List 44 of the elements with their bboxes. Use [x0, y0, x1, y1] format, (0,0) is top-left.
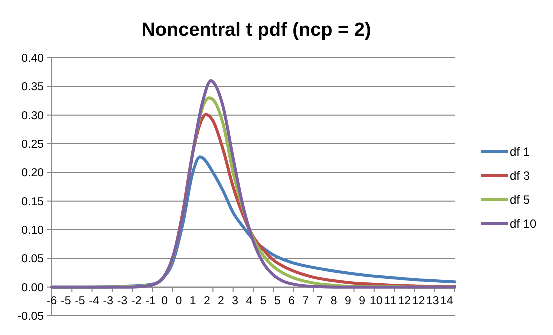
y-tick-label: 0.15	[22, 196, 44, 208]
legend-label: df 5	[510, 193, 530, 208]
x-tick-label: 7	[302, 295, 310, 308]
x-tick-label: -3	[117, 295, 128, 308]
chart-title: Noncentral t pdf (ncp = 2)	[142, 20, 372, 41]
x-tick-label: -5	[75, 295, 86, 308]
x-tick-label: 2	[218, 295, 224, 308]
y-tick-label: 0.30	[22, 110, 44, 122]
y-tick-label: 0.00	[22, 282, 44, 294]
x-tick-label: 3	[232, 295, 239, 308]
y-tick-label: 0.40	[22, 53, 44, 66]
x-tick-label: 9	[345, 295, 352, 308]
x-tick-label: 9	[359, 295, 366, 308]
x-tick-label: 2	[204, 295, 210, 308]
x-tick-label: 12	[398, 295, 412, 308]
x-tick-label: 5	[260, 295, 267, 308]
x-tick-label: -4	[89, 295, 100, 308]
x-tick-label: -2	[132, 295, 142, 308]
x-tick-label: -6	[46, 295, 58, 308]
y-tick-label: 0.35	[22, 82, 44, 94]
legend-label: df 10	[510, 217, 538, 232]
x-tick-label: 0	[176, 295, 182, 308]
x-tick-label: -3	[103, 295, 114, 308]
x-tick-label: 8	[330, 295, 338, 308]
x-tick-label: 0	[162, 295, 168, 308]
y-tick-label: 0.05	[22, 254, 44, 266]
x-tick-label: 6	[288, 295, 295, 308]
x-tick-label: 12	[412, 295, 426, 308]
x-tick-label: 1	[190, 295, 196, 308]
x-tick-label: 11	[384, 295, 396, 308]
y-tick-label: -0.05	[18, 311, 44, 324]
y-tick-label: 0.10	[22, 225, 44, 238]
x-tick-label: -1	[146, 295, 156, 308]
x-tick-label: 10	[370, 295, 383, 308]
x-tick-label: 7	[316, 295, 324, 308]
y-tick-label: 0.20	[22, 168, 44, 180]
x-tick-label: 4	[246, 295, 254, 308]
legend-label: df 3	[510, 169, 530, 184]
x-tick-label: 5	[274, 295, 281, 308]
x-tick-label: 14	[440, 295, 454, 308]
x-tick-label: -5	[60, 295, 72, 308]
y-tick-label: 0.25	[22, 139, 44, 152]
legend-label: df 1	[510, 145, 530, 160]
x-tick-label: 13	[426, 295, 440, 308]
